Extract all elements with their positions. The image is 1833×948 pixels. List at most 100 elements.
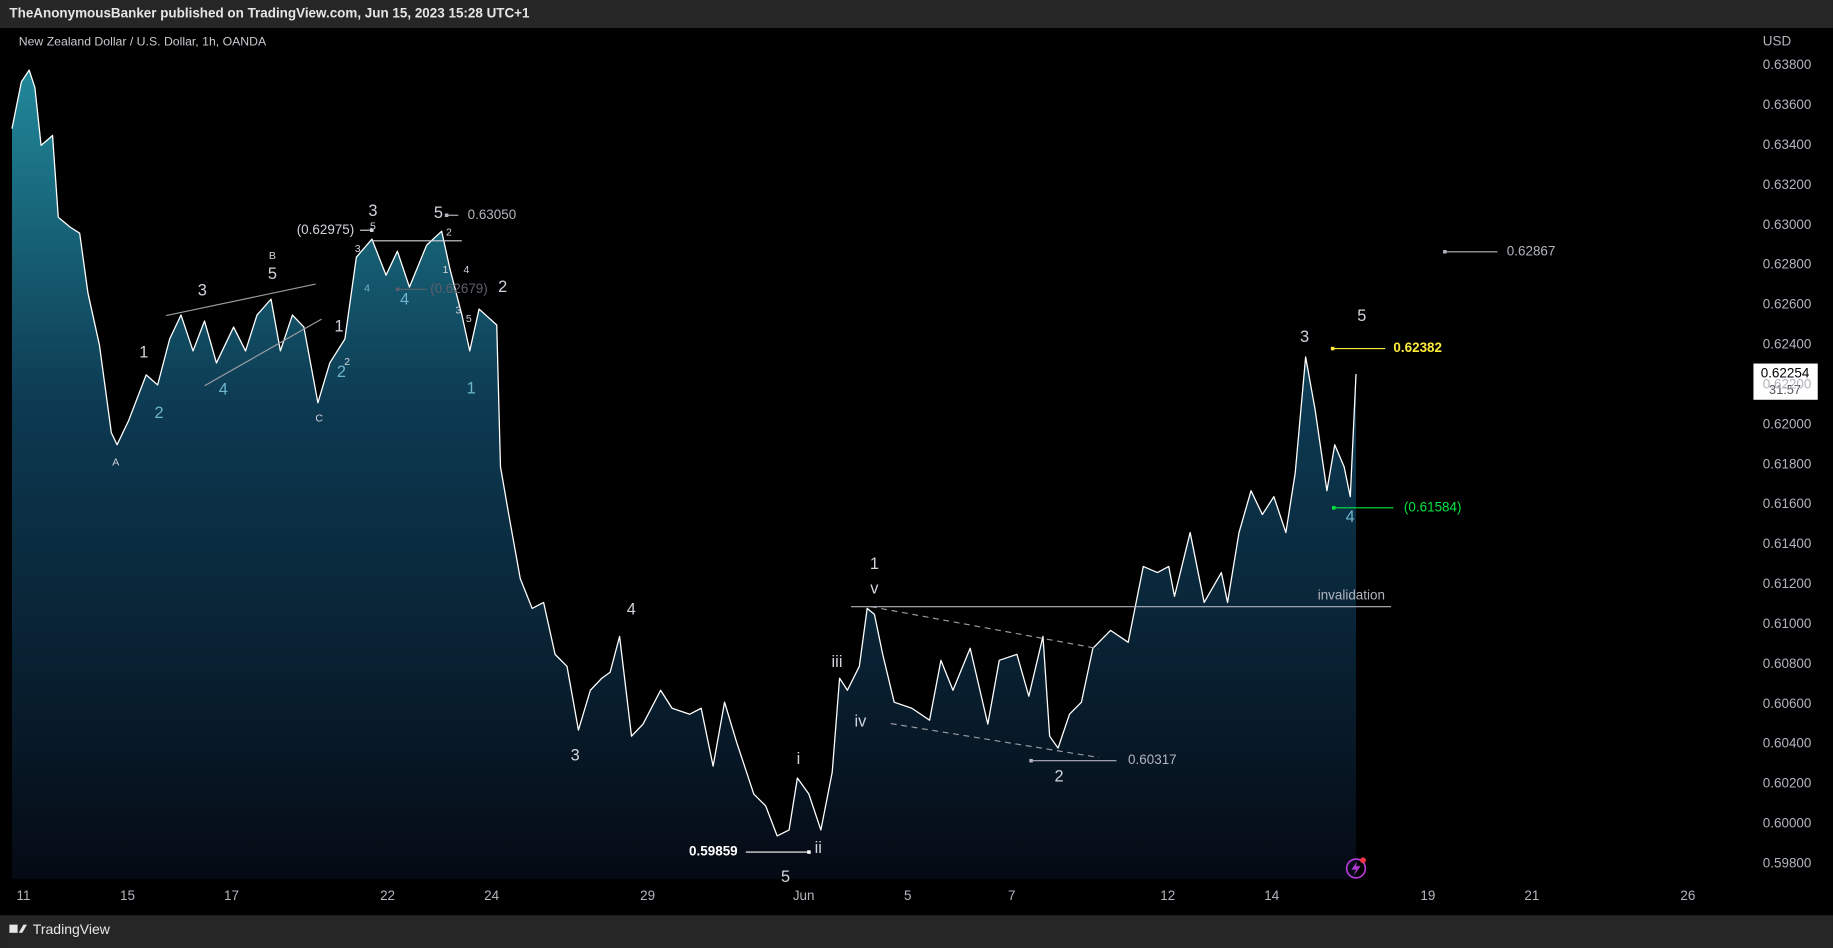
header-bar bbox=[0, 0, 1833, 29]
y-tick-label: 0.63400 bbox=[1763, 137, 1812, 152]
price-badge bbox=[1753, 363, 1818, 400]
wave-label: 5 bbox=[1357, 307, 1366, 325]
x-tick-label: 5 bbox=[904, 888, 911, 903]
y-tick-label: 0.61200 bbox=[1763, 576, 1812, 591]
wave-label: 2 bbox=[446, 226, 452, 238]
wave-label: 1 bbox=[870, 555, 879, 573]
y-tick-label: 0.61600 bbox=[1763, 496, 1812, 511]
wave-label: 4 bbox=[219, 381, 228, 399]
wave-label: v bbox=[870, 579, 879, 597]
y-tick-label: 0.60000 bbox=[1763, 815, 1812, 830]
wave-label: invalidation bbox=[1318, 588, 1385, 603]
wave-label: 3 bbox=[1300, 328, 1309, 346]
level-anchor bbox=[1330, 346, 1335, 351]
level-anchor bbox=[1332, 506, 1336, 510]
wave-label: C bbox=[315, 412, 323, 424]
wave-label: iii bbox=[832, 653, 843, 671]
level-label: (0.62975) bbox=[297, 222, 355, 237]
wave-label: 3 bbox=[368, 202, 377, 220]
footer-text: TradingView bbox=[33, 921, 111, 937]
wave-label: 2 bbox=[154, 404, 163, 422]
level-anchor bbox=[395, 287, 400, 292]
wave-label: 5 bbox=[370, 221, 376, 233]
x-tick-label: 17 bbox=[224, 888, 239, 903]
countdown: 31:57 bbox=[1769, 382, 1801, 397]
wave-label: 2 bbox=[498, 278, 507, 296]
level-anchor bbox=[1443, 250, 1447, 254]
x-tick-label: 19 bbox=[1420, 888, 1435, 903]
y-tick-label: 0.62600 bbox=[1763, 297, 1812, 312]
wedge-line bbox=[890, 722, 1099, 759]
wave-label: 5 bbox=[434, 204, 443, 222]
y-tick-label: 0.60600 bbox=[1763, 696, 1812, 711]
wave-label: 1 bbox=[442, 264, 448, 276]
y-tick-label: 0.63800 bbox=[1763, 57, 1812, 72]
wave-label: 1 bbox=[467, 380, 476, 398]
y-tick-label: 0.60400 bbox=[1763, 736, 1812, 751]
wave-label: ii bbox=[815, 839, 822, 857]
wave-label: 1 bbox=[139, 343, 148, 361]
header-text: TheAnonymousBanker published on TradingV… bbox=[9, 6, 530, 21]
price-line bbox=[11, 69, 1357, 837]
wave-label: A bbox=[112, 457, 119, 469]
wave-label: 2 bbox=[344, 356, 350, 368]
y-tick-label: 0.63200 bbox=[1763, 177, 1812, 192]
y-tick-label: 0.63600 bbox=[1763, 97, 1812, 112]
y-tick-label: 0.62000 bbox=[1763, 416, 1812, 431]
wave-label: i bbox=[797, 750, 801, 768]
y-tick-label: 0.63000 bbox=[1763, 217, 1812, 232]
level-label: 0.60317 bbox=[1128, 752, 1177, 767]
y-tick-label: 0.61800 bbox=[1763, 456, 1812, 471]
x-tick-label: 26 bbox=[1680, 888, 1695, 903]
x-tick-label: 24 bbox=[484, 888, 499, 903]
x-tick-label: 11 bbox=[16, 888, 30, 903]
level-anchor bbox=[370, 228, 374, 232]
level-label: 0.62382 bbox=[1393, 340, 1442, 355]
tradingview-logo bbox=[9, 924, 27, 933]
x-tick-label: 29 bbox=[640, 888, 655, 903]
x-tick-label: 12 bbox=[1160, 888, 1175, 903]
wedge-line bbox=[870, 606, 1099, 650]
chart-title: New Zealand Dollar / U.S. Dollar, 1h, OA… bbox=[19, 34, 267, 48]
alert-icon bbox=[1345, 857, 1367, 879]
level-anchor bbox=[1029, 758, 1033, 763]
footer-bar bbox=[0, 915, 1833, 948]
wave-label: 3 bbox=[355, 243, 361, 255]
y-tick-label: 0.62400 bbox=[1763, 337, 1812, 352]
wave-label: B bbox=[269, 250, 276, 262]
wave-label: 1 bbox=[334, 318, 343, 336]
level-label: 0.59859 bbox=[689, 844, 738, 859]
y-tick-label: 0.61400 bbox=[1763, 536, 1812, 551]
y-tick-label: 0.60800 bbox=[1763, 656, 1812, 671]
plot bbox=[11, 69, 1357, 880]
wave-label: 3 bbox=[455, 305, 461, 317]
wave-label: iv bbox=[854, 713, 867, 731]
wave-label: 5 bbox=[268, 265, 277, 283]
drawings bbox=[165, 240, 1392, 759]
x-tick-label: 15 bbox=[120, 888, 135, 903]
wave-label: 4 bbox=[400, 291, 409, 309]
wave-label: 5 bbox=[781, 868, 790, 886]
wave-label: 3 bbox=[198, 281, 207, 299]
wave-label: 2 bbox=[337, 363, 346, 381]
trend-line bbox=[204, 318, 322, 387]
y-tick-label: 0.62200 bbox=[1763, 376, 1812, 391]
trend-line bbox=[165, 283, 316, 317]
area-fill bbox=[11, 70, 1357, 880]
x-tick-label: 7 bbox=[1008, 888, 1015, 903]
wave-label: 4 bbox=[627, 601, 636, 619]
wave-label: 4 bbox=[464, 264, 470, 276]
y-axis-label: USD bbox=[1763, 34, 1792, 49]
y-tick-label: 0.62800 bbox=[1763, 257, 1812, 272]
y-tick-label: 0.59800 bbox=[1763, 855, 1812, 870]
level-label: 0.62867 bbox=[1507, 243, 1556, 258]
y-tick-label: 0.61000 bbox=[1763, 616, 1812, 631]
wave-label: 4 bbox=[1346, 508, 1355, 526]
annotations: 0.63050 (0.62975) 0.62867 (0.62679) 0.62382 (… bbox=[112, 202, 1555, 886]
x-tick-label: Jun bbox=[793, 888, 815, 903]
last-price: 0.62254 bbox=[1761, 366, 1810, 381]
level-label: (0.62679) bbox=[430, 281, 488, 296]
level-anchor bbox=[807, 850, 811, 854]
y-tick-label: 0.60200 bbox=[1763, 776, 1812, 791]
